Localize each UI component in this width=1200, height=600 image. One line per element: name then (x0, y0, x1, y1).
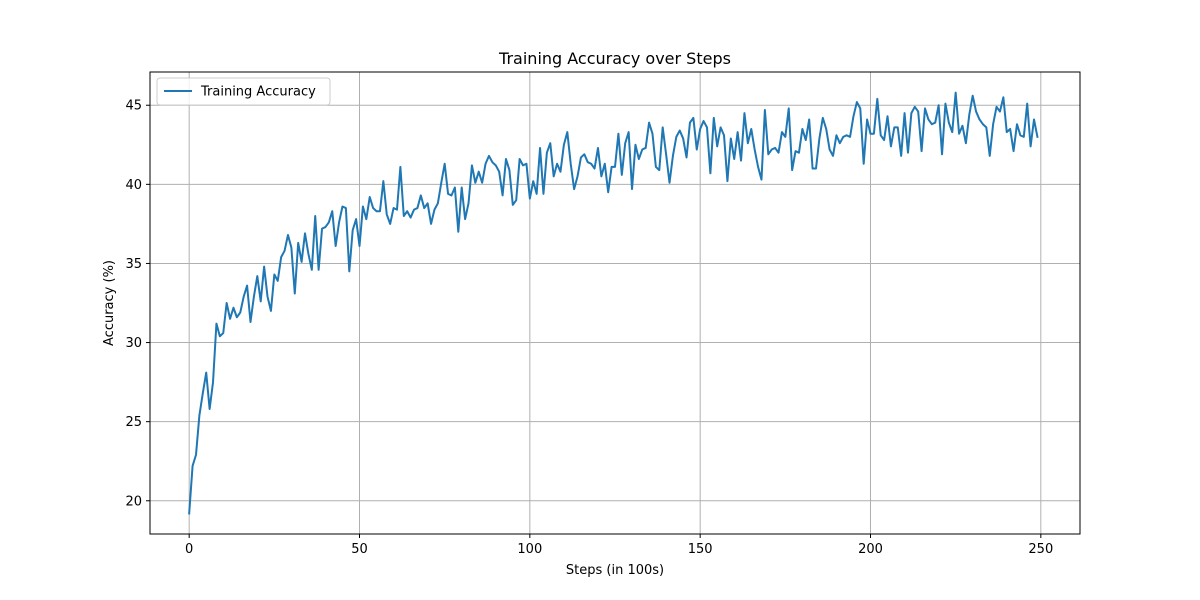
y-tick-label: 45 (125, 99, 142, 114)
x-tick-label: 250 (1028, 542, 1053, 557)
plot-area-frame (149, 71, 1081, 535)
chart-title: Training Accuracy over Steps (498, 49, 731, 68)
x-tick-label: 100 (517, 542, 542, 557)
series-line-0 (188, 91, 1039, 515)
y-tick-label: 40 (125, 178, 142, 193)
x-tick-label: 50 (351, 542, 368, 557)
grid (150, 72, 1080, 534)
x-tick-label: 150 (688, 542, 713, 557)
y-tick-label: 20 (125, 494, 142, 509)
x-axis-ticks: 0 50 100 150 200 250 (185, 534, 1053, 557)
legend-label: Training Accuracy (200, 85, 316, 100)
legend: Training Accuracy (156, 77, 331, 106)
x-tick-label: 0 (185, 542, 193, 557)
y-tick-label: 25 (125, 415, 142, 430)
plot-lines (188, 91, 1039, 515)
y-tick-label: 30 (125, 336, 142, 351)
y-axis-ticks: 20 25 30 35 40 45 (125, 99, 150, 509)
x-tick-label: 200 (858, 542, 883, 557)
y-tick-label: 35 (125, 257, 142, 272)
legend-box (156, 77, 331, 106)
x-axis-label: Steps (in 100s) (566, 563, 664, 578)
y-axis-label: Accuracy (%) (102, 260, 117, 346)
